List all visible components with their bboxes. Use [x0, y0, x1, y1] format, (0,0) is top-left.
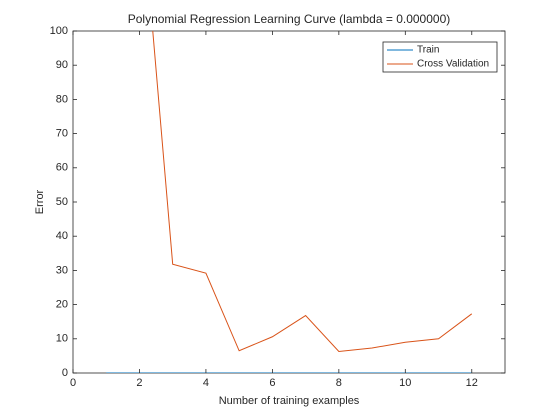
x-tick-label: 8 [336, 377, 342, 389]
y-tick-label: 20 [56, 299, 68, 311]
plot-area [72, 30, 506, 374]
y-tick-label: 50 [56, 196, 68, 208]
legend-label: Train [417, 45, 439, 56]
x-tick-label: 10 [399, 377, 411, 389]
plot-lines [106, 31, 473, 373]
series-line [152, 31, 473, 352]
x-tick-label: 12 [466, 377, 478, 389]
y-tick-label: 30 [56, 264, 68, 276]
y-tick-label: 0 [62, 367, 68, 379]
x-axis-label: Number of training examples [219, 395, 360, 407]
y-tick-label: 70 [56, 128, 68, 140]
chart-title: Polynomial Regression Learning Curve (la… [128, 12, 451, 26]
legend-box [382, 41, 498, 73]
y-tick-label: 40 [56, 230, 68, 242]
y-tick-label: 10 [56, 333, 68, 345]
y-tick-label: 60 [56, 162, 68, 174]
y-tick-label: 80 [56, 93, 68, 105]
x-tick-label: 6 [269, 377, 275, 389]
y-tick-label: 100 [50, 25, 68, 37]
x-tick-label: 4 [203, 377, 209, 389]
y-tick-label: 90 [56, 59, 68, 71]
y-axis-label: Error [34, 189, 46, 214]
legend-label: Cross Validation [417, 59, 489, 70]
x-tick-label: 2 [136, 377, 142, 389]
x-tick-label: 0 [70, 377, 76, 389]
